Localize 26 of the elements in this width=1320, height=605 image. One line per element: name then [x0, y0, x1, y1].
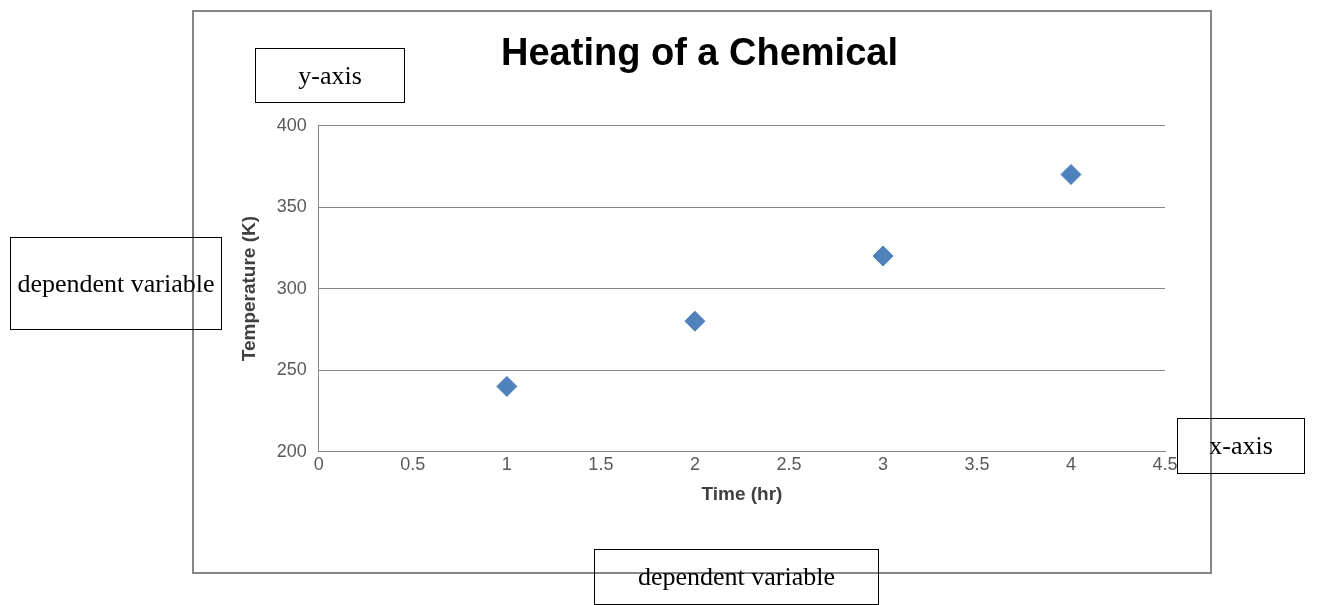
chart-title: Heating of a Chemical	[501, 31, 898, 74]
text: dependent variable	[10, 237, 222, 330]
x-tick-label: 1	[501, 454, 512, 475]
x-tick-label: 4.5	[1152, 454, 1178, 475]
text: x-axis	[1177, 418, 1305, 474]
point	[872, 245, 894, 267]
x-tick-label: 3.5	[964, 454, 990, 475]
text: dependent variable	[594, 549, 879, 605]
x-tick-label: 2	[689, 454, 700, 475]
x-tick-label: 3	[877, 454, 888, 475]
y-tick-label: 400	[276, 114, 307, 135]
text: y-axis	[255, 48, 405, 103]
y-tick-label: 350	[276, 196, 307, 217]
y-axis-title: Temperature (K)	[237, 215, 259, 362]
x-tick-label: 1.5	[588, 454, 614, 475]
y-tick-label: 200	[276, 440, 307, 461]
y-tick-label: 250	[276, 359, 307, 380]
y-tick-label: 300	[276, 277, 307, 298]
x-tick-label: 0.5	[400, 454, 426, 475]
x-tick-label: 2.5	[776, 454, 802, 475]
point	[684, 310, 706, 332]
x-tick-label: 0	[313, 454, 324, 475]
point	[1060, 164, 1082, 185]
point	[496, 375, 518, 397]
x-axis-title: Time (hr)	[701, 482, 783, 504]
x-tick-label: 4	[1065, 454, 1076, 475]
